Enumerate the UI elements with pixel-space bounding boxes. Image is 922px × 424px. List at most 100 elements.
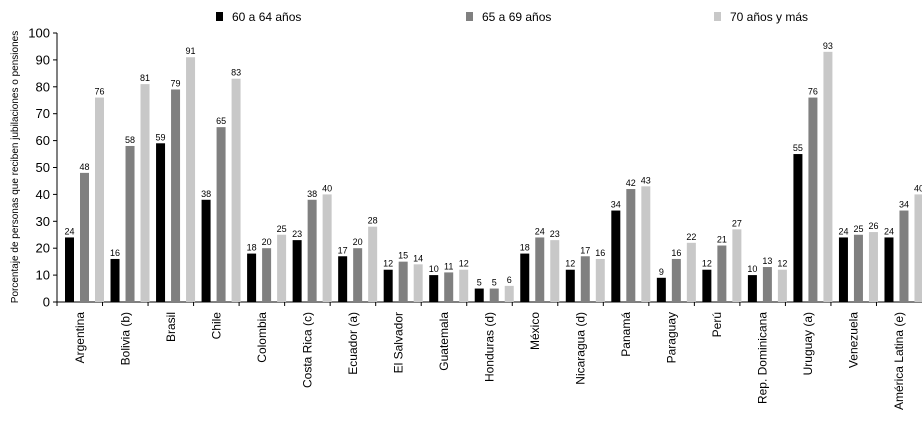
bar — [216, 127, 226, 303]
bar-value-label: 5 — [492, 278, 497, 288]
bar-value-label: 10 — [747, 264, 757, 274]
bar — [823, 51, 833, 302]
bar — [368, 226, 378, 302]
bar-value-label: 21 — [717, 235, 727, 245]
legend-swatch — [216, 12, 223, 21]
bar — [262, 248, 272, 302]
bars — [65, 51, 922, 303]
y-tick-label: 70 — [36, 106, 50, 121]
bar-value-label: 16 — [671, 248, 681, 258]
category-label: Honduras (d) — [483, 312, 497, 382]
y-tick-label: 90 — [36, 52, 50, 67]
bar-value-label: 38 — [201, 189, 211, 199]
bar-value-label: 27 — [732, 218, 742, 228]
bar-value-label: 10 — [429, 264, 439, 274]
bar-value-label: 34 — [899, 200, 909, 210]
bar — [231, 78, 241, 302]
category-label: Brasil — [164, 312, 178, 342]
category-label: Costa Rica (c) — [300, 312, 314, 388]
bar — [793, 154, 803, 302]
bar-value-label: 6 — [507, 275, 512, 285]
bar — [595, 258, 605, 302]
bar-value-label: 22 — [686, 232, 696, 242]
bar-value-label: 38 — [307, 189, 317, 199]
y-tick-label: 20 — [36, 241, 50, 256]
bar — [444, 272, 454, 302]
bar — [702, 269, 712, 302]
bar-value-label: 12 — [777, 259, 787, 269]
category-label: Rep. Dominicana — [756, 312, 770, 404]
bar-value-label: 23 — [292, 229, 302, 239]
legend-swatch — [714, 12, 721, 21]
bar-value-label: 16 — [110, 248, 120, 258]
bar — [171, 89, 181, 303]
category-label: Colombia — [255, 312, 269, 363]
bar-value-label: 40 — [914, 183, 922, 193]
bar — [565, 269, 575, 302]
bar-value-label: 55 — [793, 143, 803, 153]
legend: 60 a 64 años 65 a 69 años 70 años y más — [216, 10, 808, 24]
y-tick-label: 40 — [36, 187, 50, 202]
category-label: México — [528, 312, 542, 350]
y-tick-label: 80 — [36, 79, 50, 94]
bar-value-label: 24 — [535, 226, 545, 236]
bar — [762, 267, 772, 302]
category-label: Guatemala — [437, 312, 451, 371]
bar — [838, 237, 848, 302]
bar — [520, 253, 530, 302]
bar — [656, 277, 666, 302]
bar-value-label: 18 — [247, 243, 257, 253]
bar — [156, 143, 166, 302]
bar-value-label: 9 — [659, 267, 664, 277]
bar-value-label: 40 — [322, 183, 332, 193]
bar — [550, 240, 560, 302]
bar — [853, 234, 863, 302]
bar — [626, 189, 636, 302]
bar-value-label: 28 — [368, 216, 378, 226]
y-tick-label: 60 — [36, 133, 50, 148]
bar — [808, 97, 818, 302]
bar — [914, 194, 922, 302]
bar-value-label: 76 — [94, 87, 104, 97]
bar — [899, 210, 909, 302]
bar — [489, 288, 499, 302]
bar-value-label: 81 — [140, 73, 150, 83]
bar — [777, 269, 787, 302]
x-axis: Argentina Bolivia (b) Brasil Chile Colombia C… — [56, 302, 906, 410]
bar-value-label: 12 — [565, 259, 575, 269]
bar-value-label: 11 — [444, 261, 453, 271]
category-label: Ecuador (a) — [346, 312, 360, 375]
bar — [671, 258, 681, 302]
bar — [125, 145, 135, 302]
bar — [247, 253, 257, 302]
bar-value-label: 23 — [550, 229, 560, 239]
bar — [383, 269, 393, 302]
bar — [80, 172, 89, 302]
category-label: Venezuela — [847, 312, 861, 368]
bar-value-label: 25 — [853, 224, 863, 234]
bar — [535, 237, 545, 302]
y-tick-label: 0 — [43, 295, 50, 310]
category-label: América Latina (e) — [892, 312, 906, 410]
bar — [732, 229, 742, 302]
bar — [459, 269, 469, 302]
category-label: Perú — [710, 312, 724, 337]
bar — [413, 264, 423, 302]
bar-value-label: 12 — [383, 259, 393, 269]
bar-value-label: 24 — [838, 226, 848, 236]
bar-value-label: 13 — [762, 256, 772, 266]
bar-value-label: 16 — [595, 248, 605, 258]
bar-value-label: 17 — [338, 245, 348, 255]
bar-value-label: 79 — [171, 78, 181, 88]
value-labels: 2448761658815979913865831820252338401720… — [64, 41, 922, 288]
category-label: El Salvador — [391, 312, 405, 373]
category-label: Uruguay (a) — [801, 312, 815, 375]
bar — [429, 275, 439, 302]
bar-value-label: 15 — [398, 251, 408, 261]
bar — [338, 256, 348, 302]
bar — [504, 285, 514, 302]
bar — [747, 275, 757, 302]
bar — [686, 242, 696, 302]
bar — [65, 237, 74, 302]
